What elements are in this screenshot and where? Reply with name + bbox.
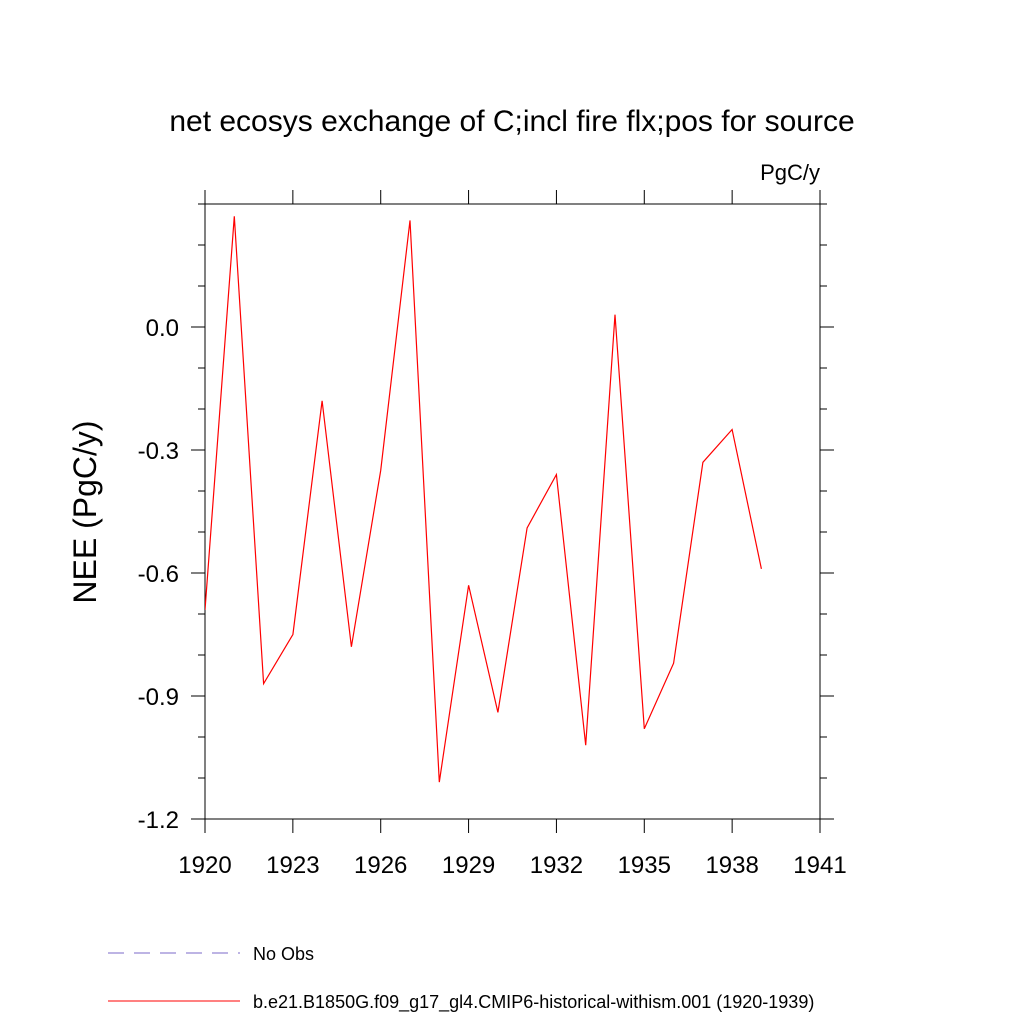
x-tick-label: 1926 [354, 852, 407, 879]
y-axis: -1.2 -0.9 -0.6 -0.3 0.0 [138, 203, 834, 834]
plot-frame [204, 203, 821, 820]
legend-label-0: No Obs [253, 944, 314, 964]
plot-border [204, 203, 821, 820]
x-tick-label: 1935 [618, 852, 671, 879]
x-tick-label: 1941 [793, 852, 846, 879]
chart-title: net ecosys exchange of C;incl fire flx;p… [169, 105, 854, 138]
y-tick-label: -0.9 [138, 684, 179, 711]
y-axis-label: NEE (PgC/y) [67, 420, 103, 603]
x-tick-label: 1920 [178, 852, 231, 879]
x-axis: 1920 1923 1926 1929 1932 1935 1938 1941 [178, 190, 847, 879]
x-tick-label: 1923 [266, 852, 319, 879]
x-tick-label: 1929 [442, 852, 495, 879]
units-label: PgC/y [760, 160, 820, 185]
y-tick-label: 0.0 [146, 315, 179, 342]
x-tick-label: 1938 [705, 852, 758, 879]
x-tick-label: 1932 [530, 852, 583, 879]
series-line-1 [205, 216, 762, 783]
legend-label-1: b.e21.B1850G.f09_g17_gl4.CMIP6-historica… [253, 992, 814, 1013]
legend: No Obs b.e21.B1850G.f09_g17_gl4.CMIP6-his… [108, 944, 814, 1013]
y-tick-label: -0.3 [138, 438, 179, 465]
y-tick-label: -0.6 [138, 561, 179, 588]
series-layer [205, 216, 762, 783]
y-tick-label: -1.2 [138, 807, 179, 834]
